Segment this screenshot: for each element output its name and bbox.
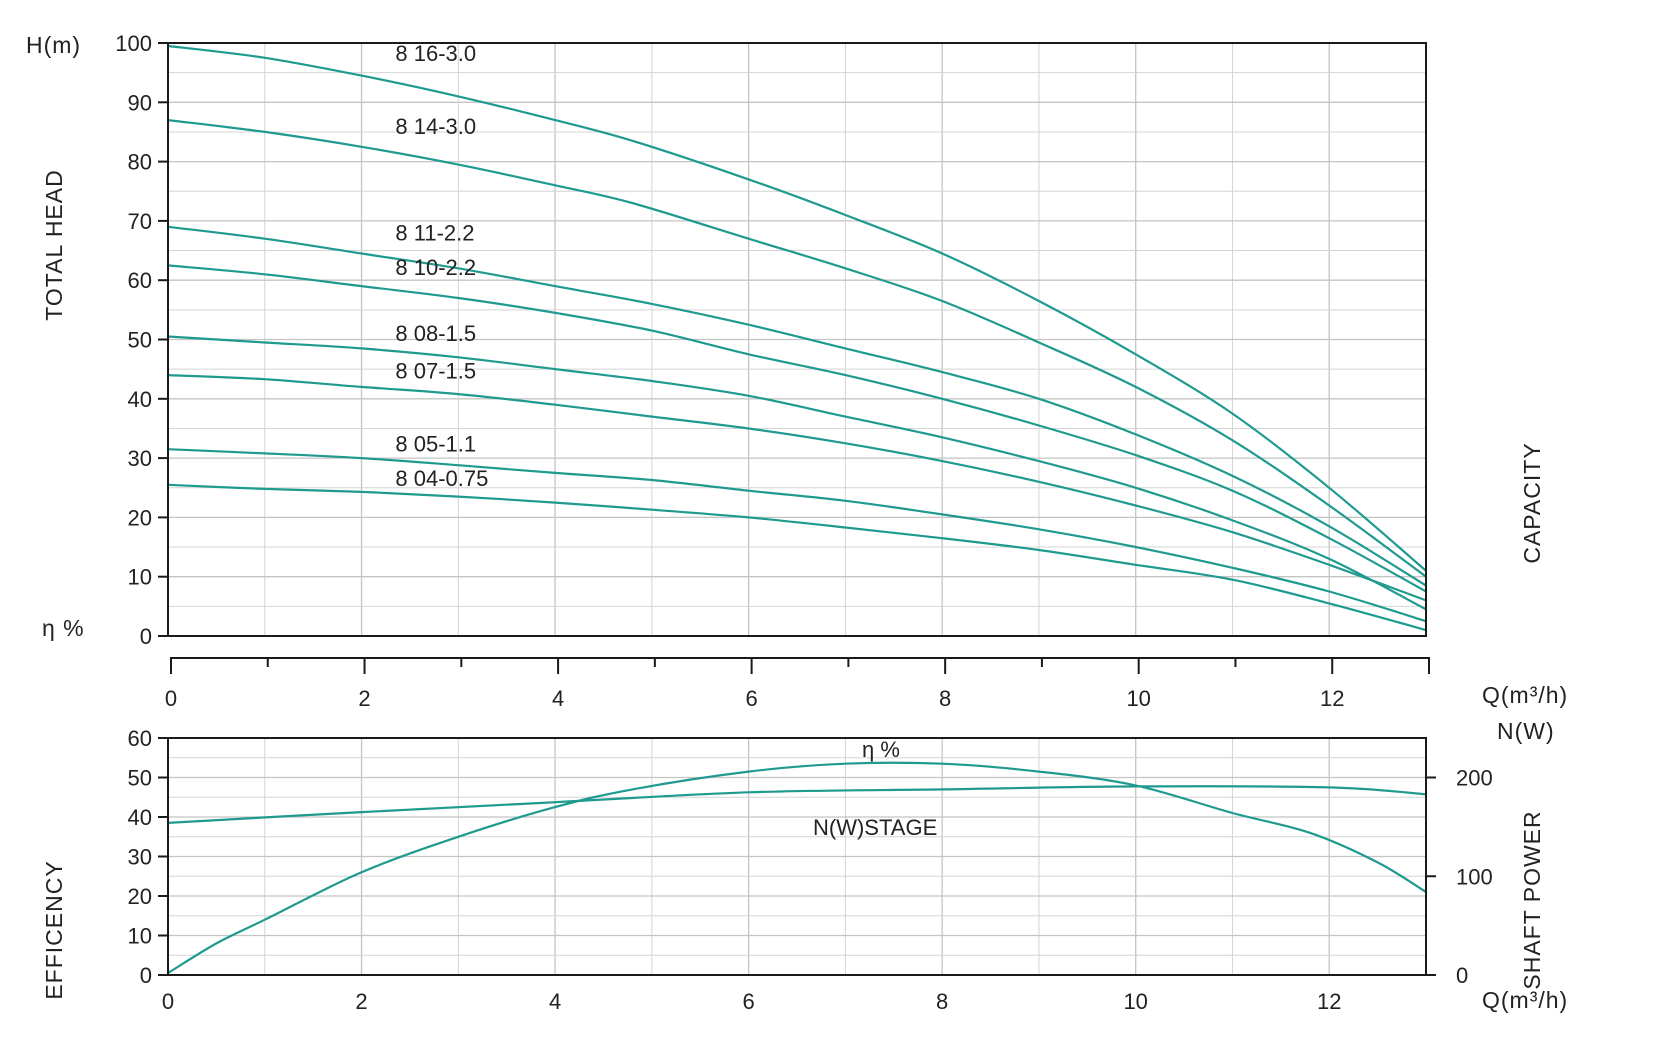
- head-y-tick-label: 60: [128, 268, 152, 293]
- total-head-axis-title: TOTAL HEAD: [41, 169, 67, 320]
- efficiency-axis-title: EFFICENCY: [41, 860, 67, 999]
- flow-axis-tick-label: 2: [358, 686, 370, 711]
- head-y-tick-label: 10: [128, 565, 152, 590]
- efficiency-y-tick-label: 10: [128, 924, 152, 949]
- head-unit-label: H(m): [26, 32, 81, 58]
- head-curve: [166, 225, 1428, 587]
- head-curve-label: 8 11-2.2: [395, 221, 474, 246]
- efficiency-x-tick-label: 0: [162, 989, 174, 1014]
- head-y-tick-label: 80: [128, 150, 152, 175]
- flow-axis-tick-label: 8: [939, 686, 951, 711]
- efficiency-x-tick-label: 2: [355, 989, 367, 1014]
- head-curve: [166, 119, 1428, 578]
- efficiency-x-tick-label: 10: [1123, 989, 1147, 1014]
- head-curve-label: 8 14-3.0: [395, 114, 476, 139]
- efficiency-y-tick-label: 60: [128, 726, 152, 751]
- eta-unit-label: η %: [42, 615, 85, 641]
- head-y-tick-label: 90: [128, 90, 152, 115]
- efficiency-x-tick-label: 4: [549, 989, 561, 1014]
- efficiency-power-curves: [166, 761, 1428, 975]
- capacity-axis-title: CAPACITY: [1519, 442, 1545, 563]
- efficiency-y-tick-label: 0: [140, 963, 152, 988]
- flow-unit-label-middle: Q(m³/h): [1482, 682, 1568, 708]
- efficiency-y-tick-label: 40: [128, 805, 152, 830]
- flow-unit-label-bottom: Q(m³/h): [1482, 987, 1568, 1013]
- head-curve: [166, 448, 1428, 623]
- head-curve-label: 8 05-1.1: [395, 431, 476, 456]
- efficiency-y-tick-label: 30: [128, 845, 152, 870]
- head-y-tick-label: 70: [128, 209, 152, 234]
- power-y-tick-label: 0: [1456, 963, 1468, 988]
- head-y-tick-label: 30: [128, 446, 152, 471]
- flow-axis-tick-label: 12: [1320, 686, 1344, 711]
- power-y-tick-label: 100: [1456, 864, 1493, 889]
- flow-axis-tick-label: 10: [1126, 686, 1150, 711]
- head-curves: 8 16-3.0 8 14-3.0 8 11-2.2 8 10-2.2 8 08-1.5…: [166, 41, 1428, 632]
- head-curve-label: 8 16-3.0: [395, 41, 476, 66]
- head-y-tick-label: 0: [140, 624, 152, 649]
- head-y-tick-label: 100: [115, 31, 152, 56]
- power-curve-label: N(W)STAGE: [813, 815, 937, 840]
- head-chart-grid: [167, 42, 1427, 637]
- head-curve-label: 8 10-2.2: [395, 255, 476, 280]
- head-y-tick-label: 40: [128, 387, 152, 412]
- power-y-tick-label: 200: [1456, 766, 1493, 791]
- head-curve: [166, 374, 1428, 602]
- head-curve-label: 8 07-1.5: [395, 358, 476, 383]
- eta-curve-label: η %: [862, 737, 900, 762]
- head-curve: [166, 44, 1428, 572]
- flow-axis-middle: 0 2 4 6 8 10 12: [165, 657, 1430, 711]
- head-curve: [166, 483, 1428, 632]
- efficiency-x-tick-label: 12: [1317, 989, 1341, 1014]
- head-curve: [166, 264, 1428, 593]
- shaft-power-curve: [166, 785, 1428, 824]
- flow-axis-tick-label: 4: [552, 686, 564, 711]
- head-curve-label: 8 04-0.75: [395, 466, 488, 491]
- flow-axis-tick-label: 0: [165, 686, 177, 711]
- head-curve: [166, 335, 1428, 611]
- efficiency-x-tick-label: 8: [936, 989, 948, 1014]
- efficiency-chart-grid: [167, 737, 1427, 976]
- head-y-tick-label: 50: [128, 328, 152, 353]
- axis-ticks: 0102030405060708090100010203040506001002…: [115, 31, 1492, 1014]
- efficiency-y-tick-label: 20: [128, 884, 152, 909]
- efficiency-curve: [166, 761, 1428, 975]
- power-unit-label: N(W): [1497, 718, 1555, 744]
- head-curve-label: 8 08-1.5: [395, 321, 476, 346]
- efficiency-y-tick-label: 50: [128, 766, 152, 791]
- flow-axis-tick-label: 6: [745, 686, 757, 711]
- shaft-power-axis-title: SHAFT POWER: [1519, 810, 1545, 989]
- head-y-tick-label: 20: [128, 505, 152, 530]
- efficiency-x-tick-label: 6: [742, 989, 754, 1014]
